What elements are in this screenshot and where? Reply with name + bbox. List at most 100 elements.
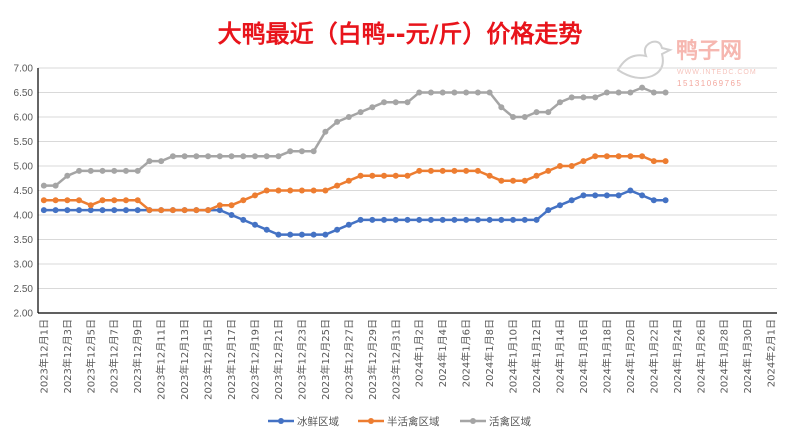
series-2: [40, 84, 669, 189]
x-tick-label: 2023年12月19日: [249, 319, 262, 400]
data-point: [451, 89, 458, 96]
data-point: [240, 216, 247, 223]
data-point: [40, 207, 47, 214]
x-tick-label: 2024年1月8日: [483, 319, 496, 387]
data-point: [322, 187, 329, 194]
data-point: [545, 207, 552, 214]
data-point: [533, 216, 540, 223]
data-point: [322, 128, 329, 135]
data-point: [615, 89, 622, 96]
x-tick-label: 2024年1月12日: [530, 319, 543, 394]
data-point: [427, 216, 434, 223]
watermark-url: WWW.INTEDC.COM: [677, 69, 757, 76]
data-point: [298, 231, 305, 238]
data-point: [52, 207, 59, 214]
data-point: [580, 158, 587, 165]
legend-item: 冰鲜区域: [268, 415, 339, 428]
data-point: [334, 118, 341, 125]
x-tick-label: 2023年12月5日: [84, 319, 97, 394]
data-point: [263, 187, 270, 194]
data-point: [76, 197, 83, 204]
x-tick-label: 2024年1月10日: [507, 319, 520, 394]
data-point: [650, 197, 657, 204]
data-point: [216, 207, 223, 214]
data-point: [240, 197, 247, 204]
y-axis: 7.00 6.50 6.00 5.50 5.00 4.50 4.00 3.50 3.00 2.50…: [14, 64, 34, 320]
watermark-phone: 15131069765: [677, 79, 742, 88]
data-point: [404, 216, 411, 223]
data-point: [263, 226, 270, 233]
data-point: [310, 231, 317, 238]
data-point: [486, 172, 493, 179]
data-point: [87, 202, 94, 209]
data-point: [463, 89, 470, 96]
legend-marker-icon: [470, 418, 476, 424]
data-point: [474, 167, 481, 174]
data-point: [381, 216, 388, 223]
data-point: [639, 153, 646, 160]
data-point: [357, 172, 364, 179]
data-point: [556, 202, 563, 209]
data-point: [240, 153, 247, 160]
x-tick-label: 2024年1月22日: [647, 319, 660, 394]
data-point: [439, 216, 446, 223]
data-point: [99, 167, 106, 174]
y-tick-label: 5.00: [14, 162, 34, 173]
y-tick-label: 2.00: [14, 309, 34, 320]
x-tick-label: 2023年12月25日: [319, 319, 332, 400]
data-point: [76, 167, 83, 174]
data-point: [427, 89, 434, 96]
data-point: [87, 167, 94, 174]
x-tick-label: 2024年1月30日: [741, 319, 754, 394]
x-tick-label: 2023年12月9日: [131, 319, 144, 394]
data-point: [521, 114, 528, 120]
data-point: [474, 216, 481, 223]
series-group: [40, 84, 669, 238]
data-point: [298, 148, 305, 155]
data-point: [275, 153, 282, 160]
data-point: [427, 167, 434, 174]
x-tick-label: 2023年12月15日: [202, 319, 215, 400]
data-point: [451, 216, 458, 223]
watermark-name: 鸭子网: [676, 38, 742, 64]
data-point: [510, 177, 517, 184]
x-tick-label: 2023年12月3日: [61, 319, 74, 394]
data-point: [146, 158, 153, 165]
data-point: [381, 99, 388, 106]
data-point: [310, 187, 317, 194]
data-point: [99, 207, 106, 214]
watermark-logo: 鸭子网 WWW.INTEDC.COM 15131069765: [616, 38, 757, 88]
data-point: [592, 94, 599, 101]
data-point: [650, 89, 657, 96]
data-point: [639, 192, 646, 199]
data-point: [498, 177, 505, 184]
data-point: [275, 231, 282, 238]
x-tick-label: 2024年1月26日: [694, 319, 707, 394]
x-tick-label: 2023年12月27日: [342, 319, 355, 400]
data-point: [252, 192, 259, 199]
data-point: [404, 99, 411, 106]
duck-logo-icon: [616, 40, 673, 79]
data-point: [310, 148, 317, 155]
data-point: [111, 167, 118, 174]
legend-label: 活禽区域: [489, 415, 531, 428]
data-point: [122, 207, 129, 214]
data-point: [439, 167, 446, 174]
data-point: [556, 163, 563, 169]
data-point: [463, 167, 470, 174]
x-tick-label: 2024年1月18日: [600, 319, 613, 394]
data-point: [451, 167, 458, 174]
x-axis: 2023年12月1日 2023年12月3日 2023年12月5日 2023年12月7日…: [37, 319, 777, 400]
data-point: [556, 99, 563, 106]
data-point: [334, 182, 341, 189]
data-point: [52, 197, 59, 204]
data-point: [111, 207, 118, 214]
data-point: [510, 114, 517, 120]
series-1: [40, 153, 669, 214]
data-point: [568, 94, 575, 101]
data-point: [381, 172, 388, 179]
data-point: [463, 216, 470, 223]
y-tick-label: 3.00: [14, 260, 34, 271]
y-tick-label: 6.00: [14, 113, 34, 124]
data-point: [228, 212, 235, 218]
